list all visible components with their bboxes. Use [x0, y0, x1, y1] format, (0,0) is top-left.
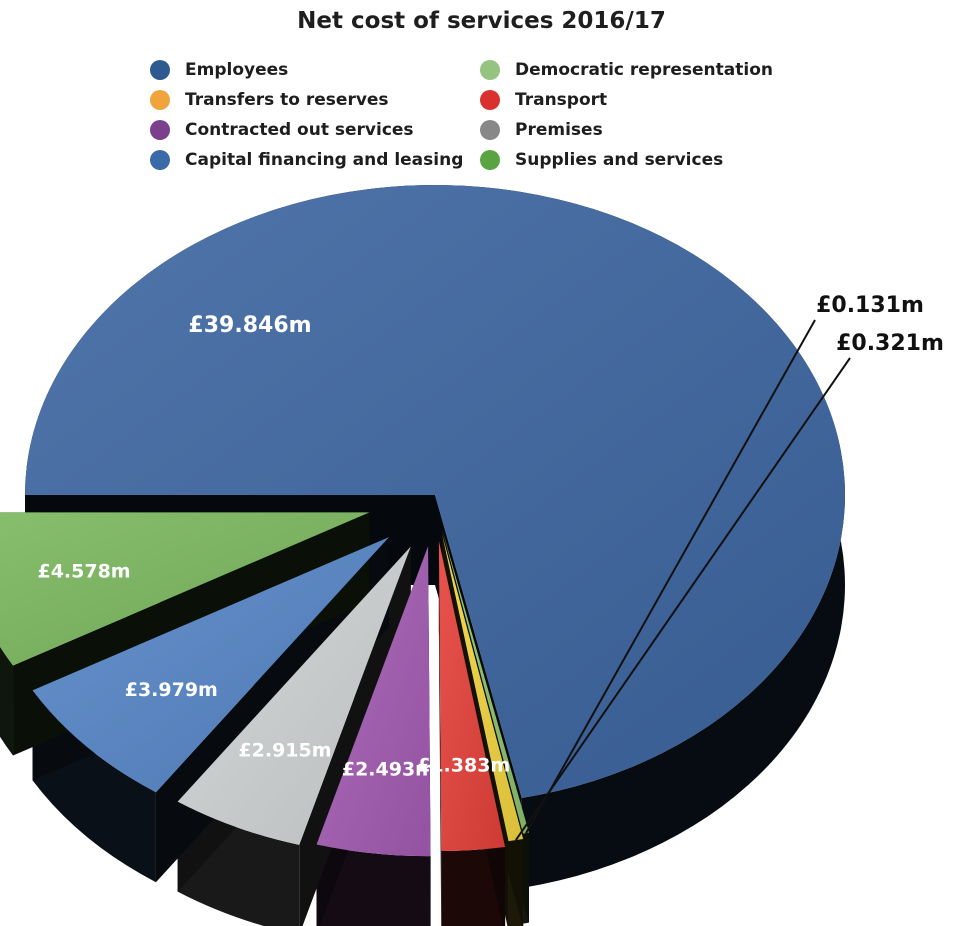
label-leader-line	[515, 357, 851, 841]
chart-title: Net cost of services 2016/17	[297, 8, 666, 34]
pie-slice-side	[316, 844, 431, 926]
legend-swatch	[150, 150, 170, 170]
pie-slice-gloss	[32, 537, 389, 793]
legend-label: Contracted out services	[185, 120, 414, 140]
pie-slice-gloss	[177, 546, 411, 845]
slice-value-label: £0.321m	[836, 331, 944, 356]
legend-label: Transfers to reserves	[185, 90, 389, 110]
legend-item-employees: Employees	[150, 60, 288, 80]
legend-swatch	[480, 60, 500, 80]
legend-label: Capital financing and leasing	[185, 150, 464, 170]
legend-item-premises: Premises	[480, 120, 603, 140]
legend-label: Employees	[185, 60, 289, 80]
legend-item-contracted-out-services: Contracted out services	[150, 120, 414, 140]
pie-slice-gloss	[25, 184, 845, 798]
pie-labels: £39.846m £0.131m £0.321m £1.383m£2.493m £2.9…	[37, 293, 944, 841]
legend-swatch	[150, 60, 170, 80]
legend-item-democratic-representation: Democratic representation	[480, 60, 773, 80]
slice-value-label: £3.979m	[125, 679, 218, 701]
legend-swatch	[150, 120, 170, 140]
legend-item-supplies-and-services: Supplies and services	[480, 150, 723, 170]
legend-item-capital-financing: Capital financing and leasing	[150, 150, 463, 170]
pie-slice-wall	[438, 541, 442, 926]
pie-slice-gloss	[316, 546, 431, 857]
slice-value-label: £0.131m	[816, 293, 924, 318]
legend-label: Premises	[515, 120, 603, 140]
legend-item-transport: Transport	[480, 90, 607, 110]
legend-swatch	[480, 120, 500, 140]
legend-label: Transport	[515, 90, 608, 110]
pie-slice-gloss	[438, 541, 506, 852]
pie-slice-side	[441, 846, 506, 926]
pie-tops	[0, 184, 845, 857]
pie-slice-gloss	[442, 535, 524, 842]
legend-label: Democratic representation	[515, 60, 773, 80]
slice-value-label: £2.493m	[342, 758, 435, 780]
slice-value-label: £1.383m	[417, 754, 510, 776]
legend-label: Supplies and services	[515, 150, 724, 170]
legend-item-transfers-to-reserves: Transfers to reserves	[150, 90, 389, 110]
pie-slice-gloss	[0, 512, 370, 666]
slice-value-label: £4.578m	[37, 560, 130, 582]
pie-slice-gloss	[442, 529, 530, 834]
legend-swatch	[480, 90, 500, 110]
label-leader-line	[525, 319, 816, 834]
pie-slice-side	[0, 646, 14, 756]
slice-value-label: £39.846m	[188, 313, 311, 338]
legend-swatch	[480, 150, 500, 170]
slice-value-label: £2.915m	[238, 740, 331, 762]
legend-swatch	[150, 90, 170, 110]
